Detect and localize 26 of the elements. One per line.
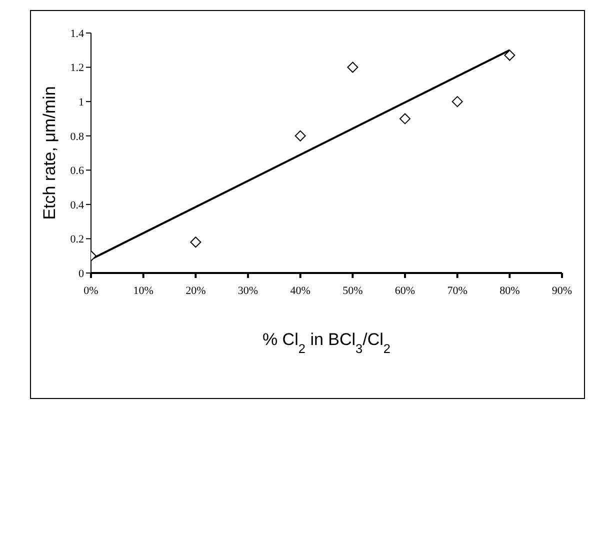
y-tick-label: 1 [78,96,84,108]
x-tick-label: 50% [342,284,363,297]
x-tick-label: 0% [84,284,98,297]
point [452,96,463,108]
y-tick-label: 0.2 [70,234,84,246]
x-tick-label: 90% [552,284,572,297]
y-tick-label: 0.6 [70,165,84,178]
y-axis-title: Etch rate, μm/min [40,86,58,220]
x-tick-label: 60% [394,284,416,297]
x-tick-label: 80% [500,284,520,297]
y-tick-label: 0.8 [70,130,84,143]
x-tick-label: 30% [238,284,258,297]
point [504,50,516,61]
point [190,236,202,248]
point [294,130,306,142]
y-tick-label: 0.4 [70,199,84,212]
y-tick-label: 1.4 [70,28,84,40]
y-tick-label: 1.2 [70,62,84,74]
point [400,113,410,124]
x-tick-label: 10% [133,284,154,297]
x-axis-title: % Cl$_{2}$ in BCl$_{3}$/Cl$_{2}$ [262,330,391,356]
x-tick-label: 40% [290,284,310,297]
y-tick-label: 0 [78,268,84,280]
x-tick-label: 70% [447,284,468,297]
point [347,62,358,73]
x-tick-label: 20% [186,284,206,297]
